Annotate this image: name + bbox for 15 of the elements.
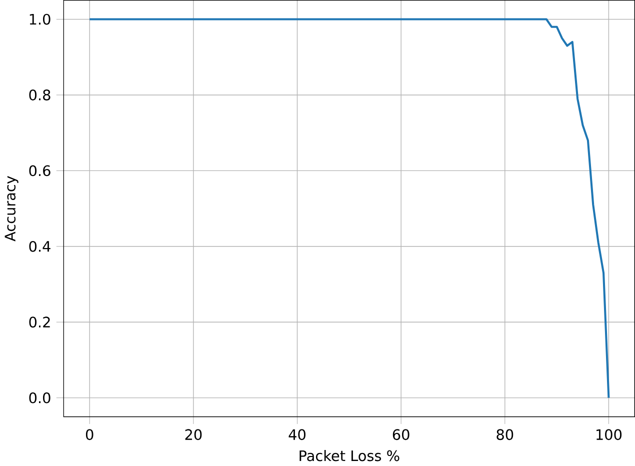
- x-tick-label: 40: [288, 429, 306, 440]
- x-tick-label: 0: [86, 429, 94, 440]
- y-axis-title: Accuracy: [4, 176, 18, 242]
- x-axis-title: Packet Loss %: [300, 450, 400, 462]
- x-tick-label: 20: [185, 429, 202, 440]
- y-tick-label: 0.0: [29, 392, 50, 404]
- y-tick-label: 0.6: [29, 165, 50, 176]
- x-tick-label: 100: [596, 429, 622, 440]
- y-tick-label: 0.2: [29, 316, 50, 328]
- y-tick-label: 1.0: [30, 14, 50, 25]
- y-tick-label: 0.4: [29, 240, 50, 252]
- y-tick-label: 0.8: [29, 90, 50, 100]
- x-tick-label: 80: [496, 429, 514, 440]
- x-tick-label: 60: [392, 429, 410, 440]
- line-series: [88, 18, 610, 399]
